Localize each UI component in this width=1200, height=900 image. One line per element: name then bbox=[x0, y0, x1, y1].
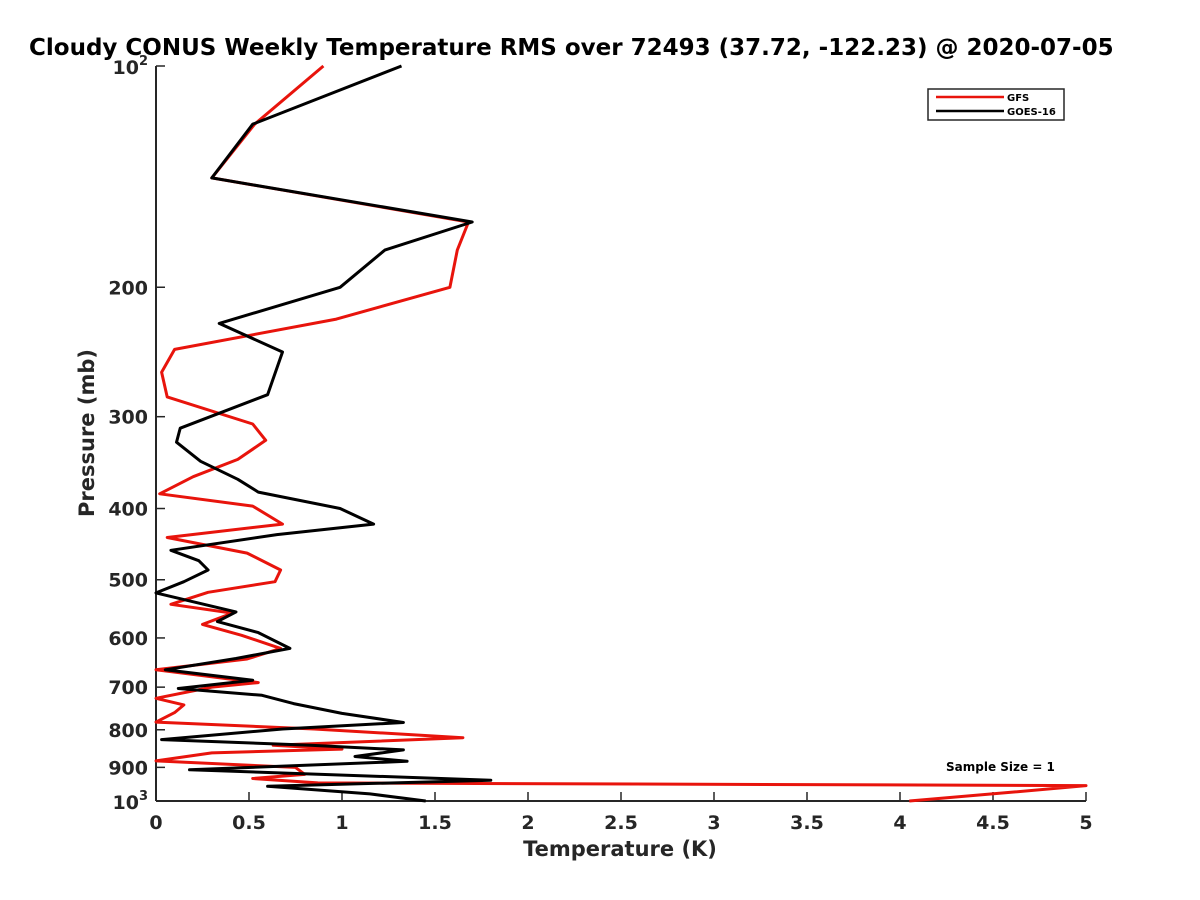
y-tick-label: 900 bbox=[108, 757, 148, 779]
x-tick-label: 1.5 bbox=[418, 812, 452, 834]
x-tick-label: 2.5 bbox=[604, 812, 638, 834]
x-tick-label: 3 bbox=[707, 812, 720, 834]
y-tick-label: 500 bbox=[108, 570, 148, 592]
x-tick-label: 4.5 bbox=[976, 812, 1010, 834]
x-tick-label: 5 bbox=[1079, 812, 1092, 834]
x-ticks: 0 0.5 1 1.5 2 2.5 3 3.5 4 4.5 5 bbox=[149, 792, 1093, 834]
x-tick-label: 0.5 bbox=[232, 812, 266, 834]
x-tick-label: 4 bbox=[893, 812, 906, 834]
y-axis-label: Pressure (mb) bbox=[75, 349, 99, 517]
x-tick-label: 0 bbox=[149, 812, 162, 834]
y-tick-label: 800 bbox=[108, 720, 148, 742]
y-tick-label: 600 bbox=[108, 628, 148, 650]
y-tick-label-exponent: 3 bbox=[139, 789, 148, 804]
chart-title: Cloudy CONUS Weekly Temperature RMS over… bbox=[29, 35, 1114, 61]
legend-box bbox=[927, 88, 1065, 121]
y-tick-label: 103 bbox=[113, 789, 149, 814]
plot-area: 0 0.5 1 1.5 2 2.5 3 3.5 4 4.5 5 102200300400500600… bbox=[108, 54, 1092, 834]
series-group bbox=[154, 64, 1088, 803]
sample-size-annotation: Sample Size = 1 bbox=[946, 760, 1055, 774]
series-line-gfs bbox=[154, 64, 1088, 803]
y-tick-label: 200 bbox=[108, 277, 148, 299]
legend: GFS GOES-16 bbox=[927, 88, 1065, 121]
y-tick-label-exponent: 2 bbox=[139, 54, 148, 69]
legend-label-gfs: GFS bbox=[1007, 93, 1029, 104]
x-tick-label: 3.5 bbox=[790, 812, 824, 834]
x-axis-label: Temperature (K) bbox=[523, 837, 717, 861]
y-tick-label: 300 bbox=[108, 407, 148, 429]
series-line-goes16 bbox=[154, 64, 493, 803]
y-tick-label: 102 bbox=[113, 54, 149, 79]
y-tick-label: 700 bbox=[108, 677, 148, 699]
y-tick-label: 400 bbox=[108, 499, 148, 521]
legend-label-goes16: GOES-16 bbox=[1007, 107, 1056, 118]
y-tick-label-base: 10 bbox=[113, 792, 139, 814]
x-tick-label: 2 bbox=[521, 812, 534, 834]
y-tick-label-base: 10 bbox=[113, 57, 139, 79]
x-tick-label: 1 bbox=[335, 812, 348, 834]
